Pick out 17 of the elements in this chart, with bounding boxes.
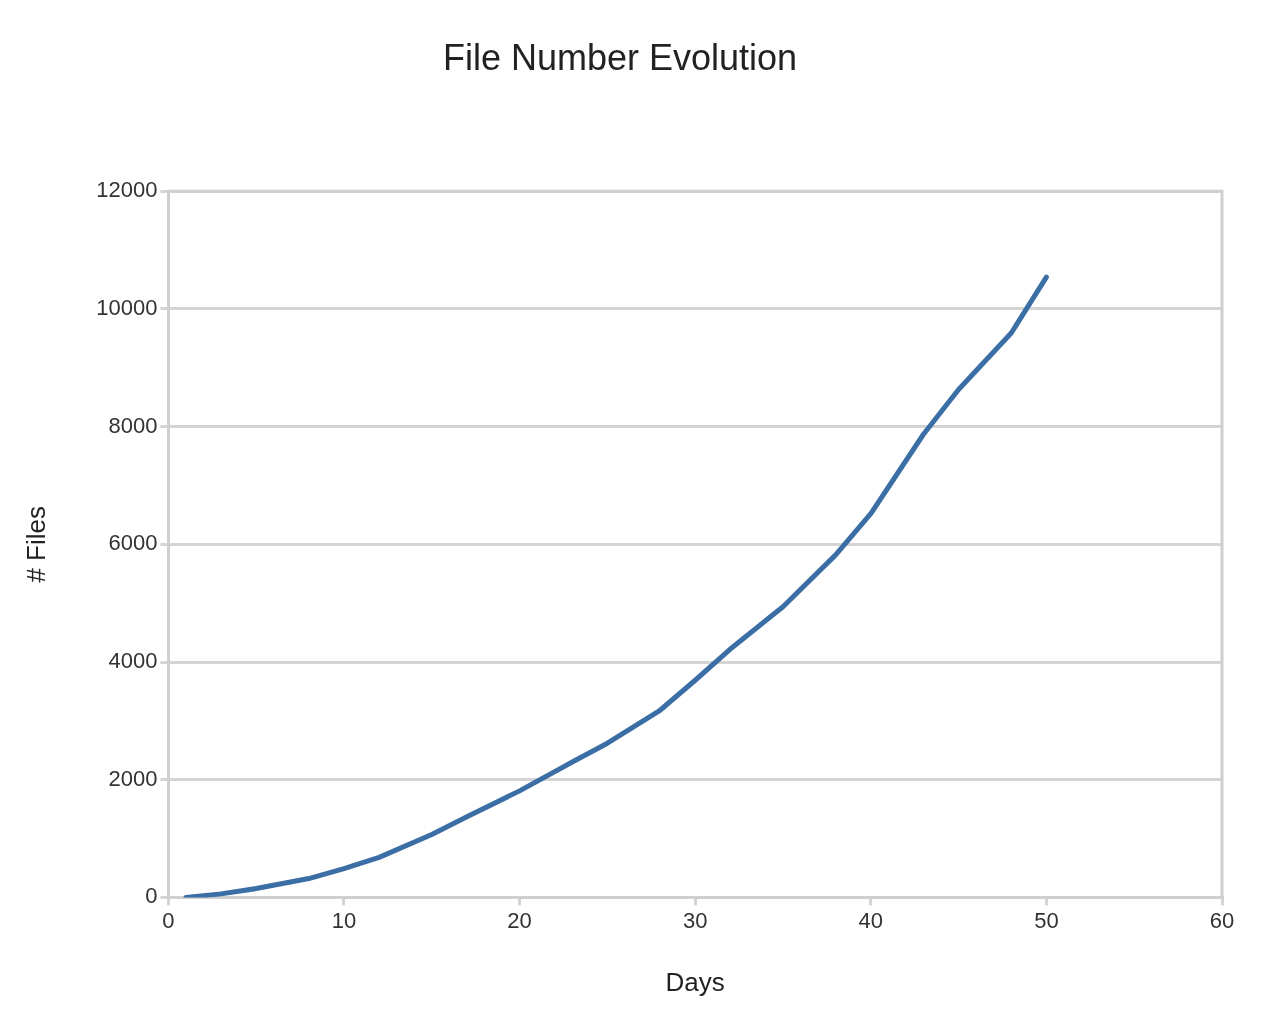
y-tick-label: 0	[145, 883, 158, 909]
y-tick-label: 8000	[108, 412, 158, 438]
x-tick-label: 30	[682, 907, 708, 933]
y-tick-label: 6000	[108, 530, 158, 556]
chart-title: File Number Evolution	[442, 36, 798, 78]
x-tick-label: 40	[858, 907, 884, 933]
y-tick-label: 12000	[96, 177, 158, 203]
y-tick-label: 10000	[96, 294, 158, 320]
x-tick-label: 20	[507, 907, 532, 933]
y-tick-label: 2000	[108, 765, 158, 791]
y-tick-label: 4000	[108, 648, 158, 674]
y-axis-title: # Files	[20, 506, 51, 583]
x-tick-label: 50	[1034, 907, 1059, 933]
x-tick-label: 0	[162, 907, 175, 933]
x-tick-label: 10	[331, 907, 357, 933]
x-axis-title: Days	[665, 966, 725, 997]
x-tick-label: 60	[1209, 907, 1235, 933]
